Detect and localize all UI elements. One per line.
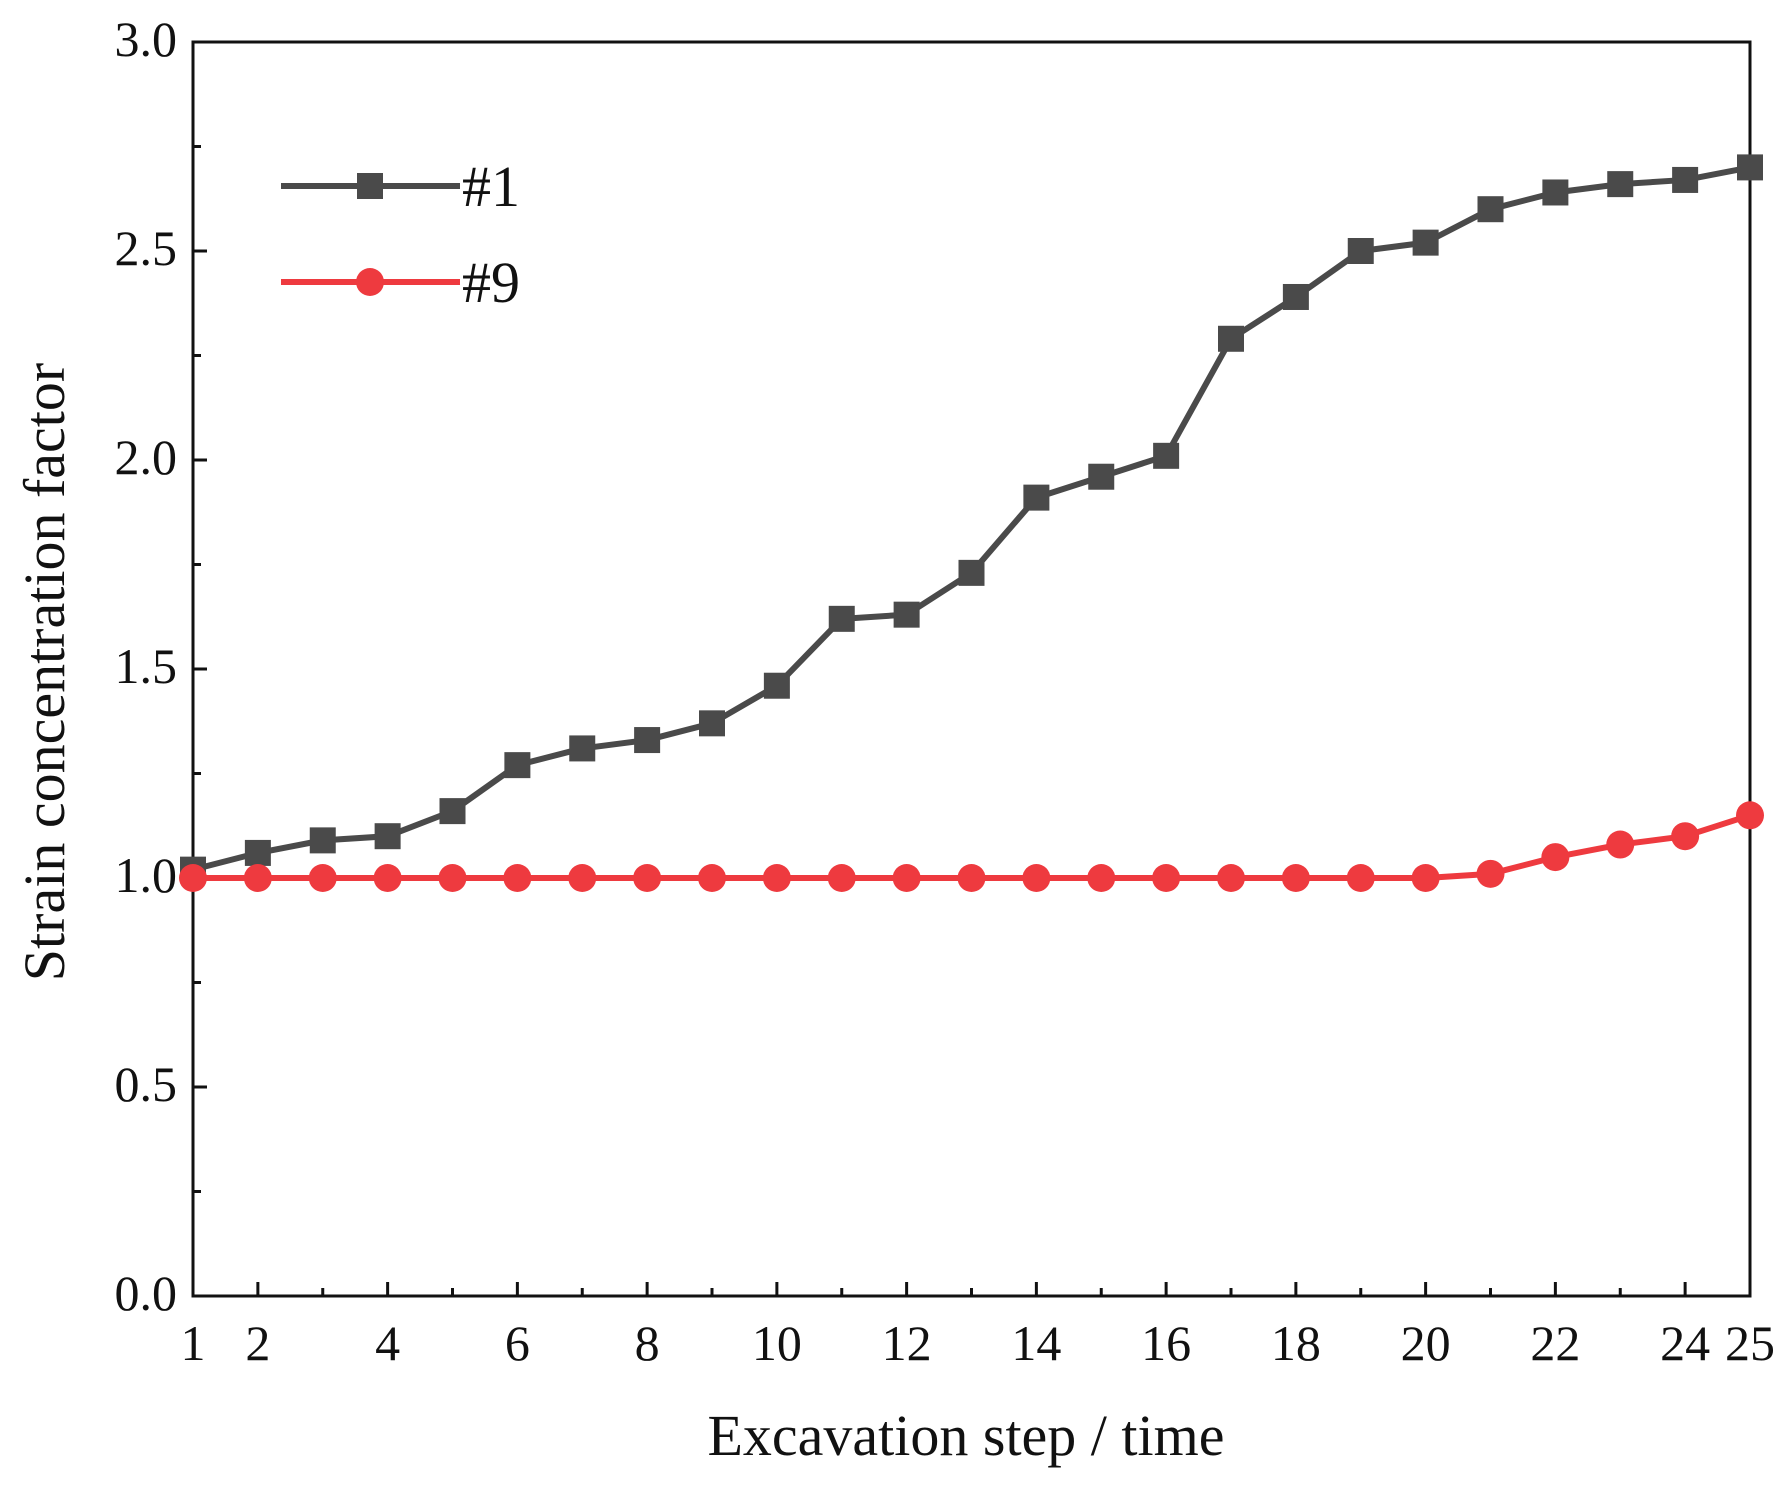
legend-square-marker	[357, 173, 383, 199]
data-point-circle	[1087, 864, 1116, 892]
legend-label: #9	[462, 250, 520, 315]
data-point-square	[309, 827, 336, 854]
data-point-square	[1282, 283, 1309, 310]
x-tick-label: 24	[1660, 1315, 1710, 1371]
data-point-circle	[1281, 864, 1310, 892]
data-point-circle	[1022, 864, 1051, 892]
legend: #1#9	[281, 154, 520, 315]
data-point-square	[1607, 171, 1634, 198]
data-point-circle	[1671, 822, 1700, 851]
data-point-circle	[957, 864, 986, 892]
data-point-square	[1542, 179, 1569, 206]
y-tick-label: 1.0	[115, 847, 178, 903]
data-point-square	[763, 672, 790, 699]
x-axis-title: Excavation step / time	[707, 1403, 1224, 1468]
data-point-square	[244, 839, 271, 866]
data-point-square	[439, 798, 466, 825]
x-tick-label: 14	[1011, 1315, 1061, 1371]
data-point-circle	[179, 864, 207, 892]
data-point-circle	[1736, 801, 1764, 830]
x-tick-label: 12	[882, 1315, 932, 1371]
data-point-square	[1477, 196, 1504, 223]
data-point-square	[634, 727, 661, 754]
data-point-square	[1737, 154, 1763, 181]
data-point-circle	[1411, 864, 1440, 892]
y-tick-label: 1.5	[115, 638, 178, 694]
x-tick-label: 20	[1401, 1315, 1451, 1371]
series-2	[179, 801, 1764, 892]
data-point-square	[374, 823, 401, 850]
y-tick-label: 2.0	[115, 429, 178, 485]
x-tick-label: 1	[181, 1315, 206, 1371]
data-point-circle	[1476, 859, 1505, 888]
y-tick-label: 2.5	[115, 220, 178, 276]
data-point-circle	[438, 864, 467, 892]
data-point-circle	[243, 864, 272, 892]
x-tick-label: 8	[635, 1315, 660, 1371]
x-tick-label: 18	[1271, 1315, 1321, 1371]
x-tick-label: 16	[1141, 1315, 1191, 1371]
data-point-square	[1672, 166, 1699, 193]
axes: 0.00.51.01.52.02.53.01 2 4 6 8 10 12 14 16 18 20 22…	[115, 11, 1776, 1371]
x-tick-label: 6	[505, 1315, 530, 1371]
y-tick-label: 0.5	[115, 1056, 178, 1112]
legend-circle-marker	[356, 268, 384, 296]
data-point-circle	[1346, 864, 1375, 892]
data-point-square	[1347, 238, 1374, 264]
data-point-circle	[892, 864, 921, 892]
data-point-square	[893, 601, 920, 628]
data-point-circle	[1217, 864, 1245, 892]
data-point-square	[504, 752, 531, 779]
data-point-circle	[568, 864, 597, 892]
data-point-circle	[633, 864, 662, 892]
data-point-square	[1412, 229, 1439, 256]
x-tick-label: 2	[245, 1315, 270, 1371]
data-point-circle	[503, 864, 532, 892]
data-point-circle	[1152, 864, 1181, 892]
data-point-square	[569, 735, 596, 762]
series-1	[180, 154, 1763, 883]
data-point-square	[1088, 463, 1115, 490]
data-point-circle	[827, 864, 856, 892]
y-tick-label: 3.0	[115, 11, 178, 67]
data-point-square	[958, 559, 985, 586]
x-tick-label: 25	[1725, 1315, 1775, 1371]
series-group	[179, 154, 1764, 892]
y-tick-label: 0.0	[115, 1265, 178, 1321]
x-tick-label: 22	[1530, 1315, 1580, 1371]
data-point-circle	[1606, 830, 1635, 859]
data-point-circle	[373, 864, 402, 892]
legend-item: #1	[281, 154, 520, 219]
x-tick-label: 10	[752, 1315, 802, 1371]
data-point-circle	[698, 864, 726, 892]
data-point-square	[1023, 484, 1050, 511]
data-point-circle	[1541, 843, 1570, 872]
data-point-circle	[762, 864, 791, 892]
legend-item: #9	[281, 250, 520, 315]
y-axis-title: Strain concentration factor	[12, 363, 77, 981]
data-point-square	[1153, 442, 1180, 469]
data-point-square	[699, 710, 725, 737]
data-point-square	[1218, 325, 1244, 352]
data-point-square	[828, 605, 855, 632]
x-tick-label: 4	[375, 1315, 400, 1371]
legend-label: #1	[462, 154, 520, 219]
data-point-circle	[308, 864, 337, 892]
